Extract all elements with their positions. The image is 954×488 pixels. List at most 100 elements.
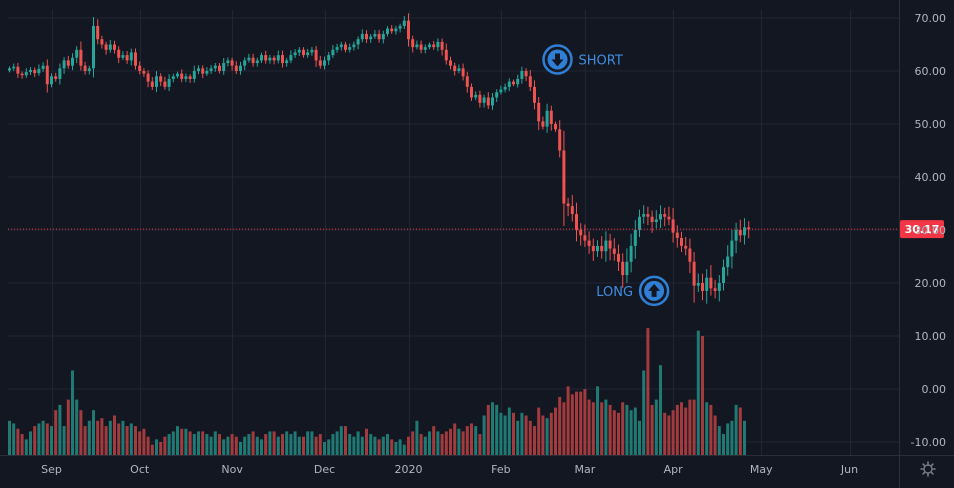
candle-body xyxy=(465,76,469,87)
volume-bar xyxy=(432,426,436,455)
volume-bar xyxy=(209,436,213,455)
volume-bar xyxy=(339,426,343,455)
candle-body xyxy=(440,41,444,50)
candle-body xyxy=(722,267,725,283)
candle-body xyxy=(323,60,326,66)
candle-body xyxy=(138,65,142,71)
volume-bar xyxy=(465,426,469,455)
candle-body xyxy=(470,86,473,98)
candle-body xyxy=(667,216,671,220)
x-tick-label: 2020 xyxy=(395,463,423,476)
volume-bar xyxy=(633,407,637,455)
candle-body xyxy=(369,36,373,40)
candle-body xyxy=(549,110,553,124)
volume-bar xyxy=(709,404,713,455)
candle-body xyxy=(243,60,247,66)
volume-bar xyxy=(608,404,612,455)
annotations: SHORT LONG xyxy=(542,44,670,307)
candle-body xyxy=(629,245,633,262)
candle-body xyxy=(41,65,45,69)
volume-bar xyxy=(293,431,297,455)
candle-body xyxy=(356,39,360,45)
volume-bar xyxy=(646,328,650,455)
volume-bar xyxy=(671,410,675,455)
volume-bar xyxy=(365,428,368,455)
candle-body xyxy=(604,240,608,252)
gear-icon[interactable] xyxy=(920,461,936,477)
volume-bar xyxy=(688,399,692,455)
volume-bar xyxy=(722,434,725,455)
volume-bar xyxy=(251,431,255,455)
candle-body xyxy=(575,214,578,230)
candle-body xyxy=(411,39,415,48)
volume-bar xyxy=(545,418,549,455)
volume-bar xyxy=(205,434,209,455)
candle-body xyxy=(612,248,616,254)
candle-body xyxy=(671,219,675,233)
volume-bar xyxy=(692,399,696,455)
volume-bar xyxy=(579,391,583,455)
candle-body xyxy=(587,240,591,246)
settings-button[interactable] xyxy=(920,461,936,477)
volume-bar xyxy=(642,370,646,455)
x-tick-label: Jun xyxy=(840,463,858,476)
candle-body xyxy=(184,76,188,79)
y-tick-label: 40.00 xyxy=(915,171,947,184)
volume-bar xyxy=(386,434,389,455)
candle-body xyxy=(318,60,322,66)
volume-bar xyxy=(675,404,679,455)
volume-bar xyxy=(138,431,142,455)
volume-bar xyxy=(369,434,373,455)
volume-bar xyxy=(453,423,457,455)
volume-bar xyxy=(180,428,184,455)
volume-bar xyxy=(310,431,314,455)
candle-body xyxy=(428,44,431,48)
candle-body xyxy=(512,81,515,85)
candles xyxy=(8,13,751,304)
x-axis[interactable]: Sep Oct Nov Dec 2020 Feb Mar Apr May Jun xyxy=(41,463,858,476)
volume-bar xyxy=(495,404,499,455)
volume-bar xyxy=(222,439,226,455)
volume-bar xyxy=(83,426,87,455)
candle-body xyxy=(281,55,284,64)
volume-bar xyxy=(306,431,310,455)
candle-body xyxy=(747,227,751,230)
y-tick-label: -10.00 xyxy=(911,436,946,449)
candle-body xyxy=(344,44,347,50)
volume-bar xyxy=(650,404,654,455)
candle-body xyxy=(617,253,620,262)
candle-body xyxy=(600,245,604,252)
candle-body xyxy=(516,78,520,85)
candle-body xyxy=(444,49,448,61)
candle-body xyxy=(696,283,700,286)
volume-bar xyxy=(583,389,587,455)
candle-body xyxy=(507,81,511,87)
volume-bar xyxy=(243,436,247,455)
volume-bar xyxy=(8,420,11,455)
candle-body xyxy=(255,60,259,64)
candle-body xyxy=(159,76,163,82)
volume-bar xyxy=(591,402,595,455)
volume-bar xyxy=(377,439,381,455)
volume-bar xyxy=(705,402,709,455)
candle-body xyxy=(608,240,612,249)
volume-bar xyxy=(558,396,562,455)
x-tick-label: Dec xyxy=(314,463,335,476)
candle-body xyxy=(377,33,381,40)
volume-bar xyxy=(230,434,234,455)
candle-body xyxy=(192,71,196,79)
candle-body xyxy=(642,214,646,217)
candle-body xyxy=(209,68,213,71)
y-axis[interactable]: 70.00 60.00 50.00 40.00 30.00 20.00 10.00 0.00 -… xyxy=(911,12,946,449)
volume-bar xyxy=(402,444,406,455)
candle-body xyxy=(482,97,486,103)
volume-bar xyxy=(184,428,188,455)
volume-bar xyxy=(314,436,318,455)
x-tick-label: Apr xyxy=(664,463,684,476)
candle-body xyxy=(29,69,32,73)
volume-bar xyxy=(491,402,494,455)
candle-body xyxy=(566,203,570,207)
candle-body xyxy=(302,49,305,56)
volume-bar xyxy=(285,431,289,455)
volume-bar xyxy=(621,402,625,455)
